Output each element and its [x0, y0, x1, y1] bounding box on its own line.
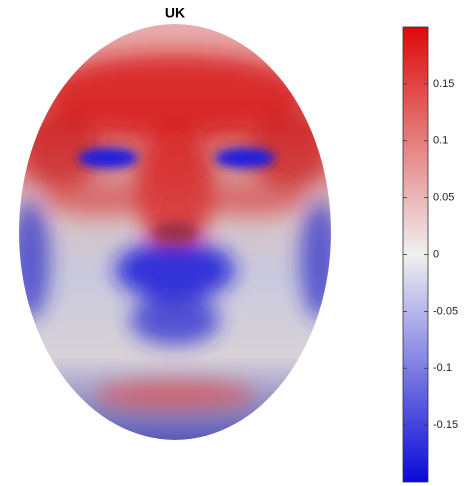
colorbar-tick-label: 0.05	[433, 192, 454, 204]
colorbar-tick-label: -0.15	[433, 419, 458, 431]
colorbar-tick-label: 0.1	[433, 135, 448, 147]
colorbar-tick-label: 0.15	[433, 78, 454, 90]
face-render	[19, 24, 331, 440]
colorbar-tick-label: -0.05	[433, 305, 458, 317]
colorbar-tick-label: -0.1	[433, 362, 452, 374]
colorbar-tick-label: 0	[433, 248, 439, 260]
chart-title: UK	[165, 5, 185, 21]
